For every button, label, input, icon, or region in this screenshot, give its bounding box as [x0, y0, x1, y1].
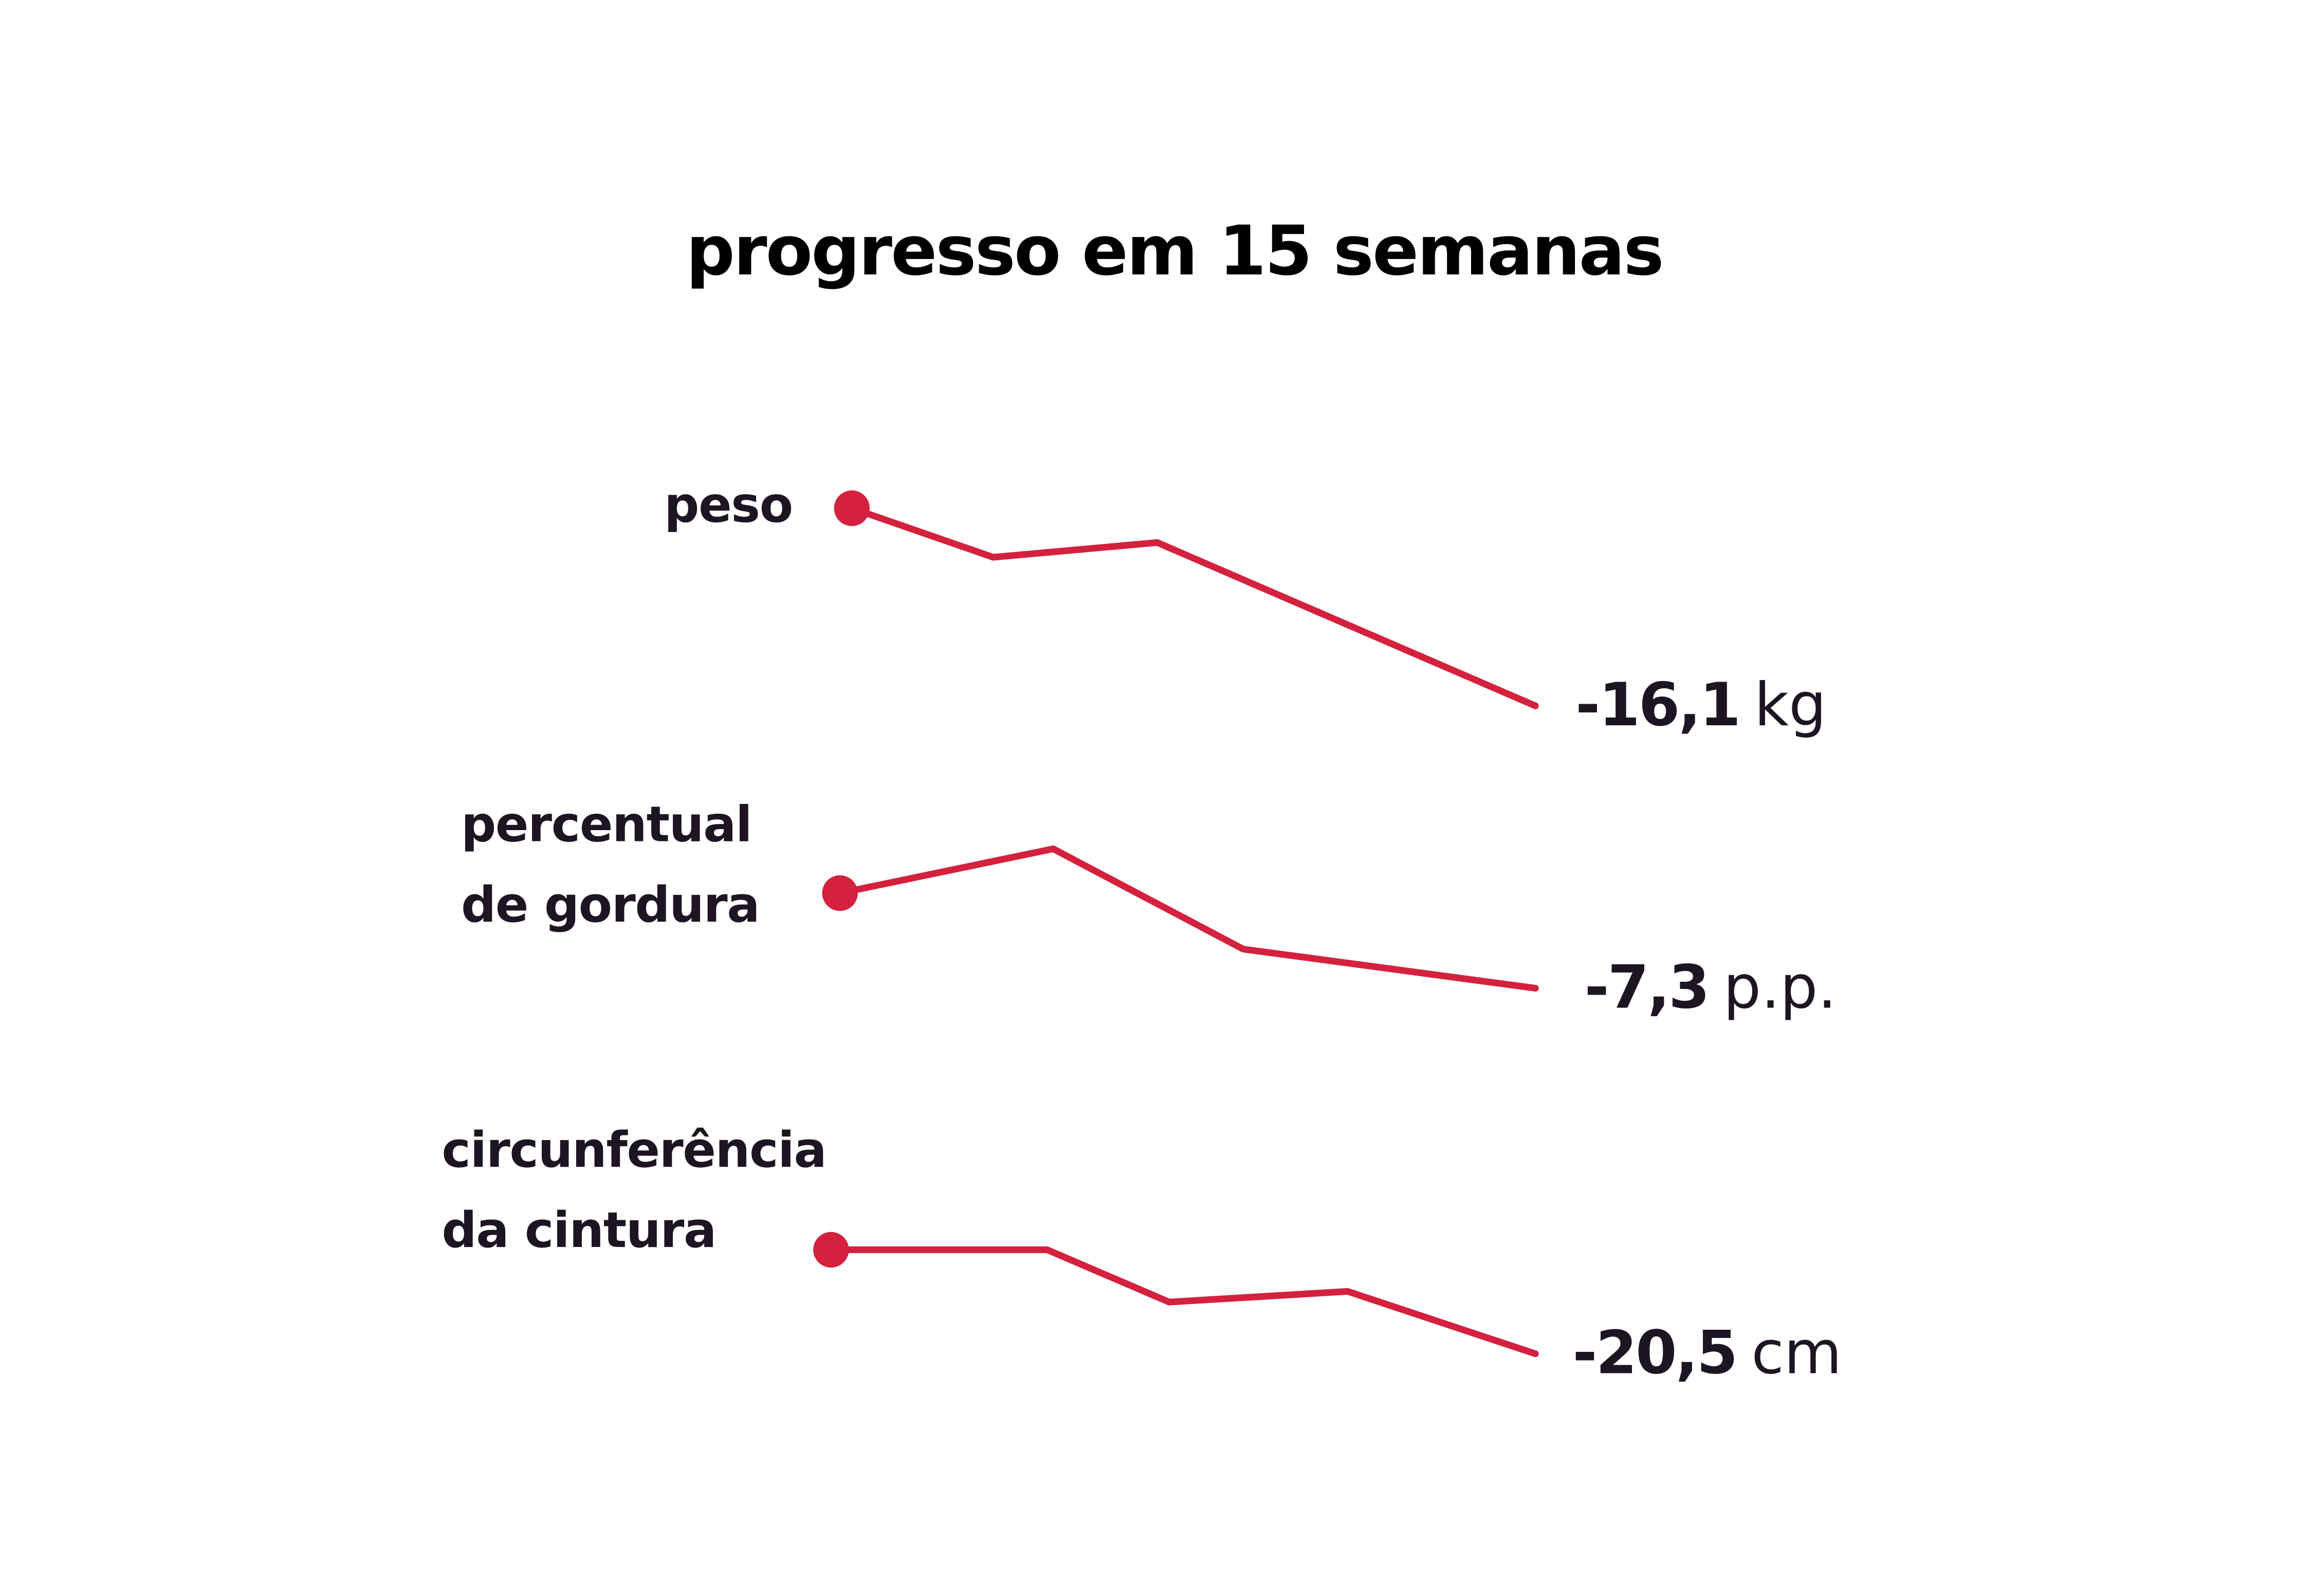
change-unit: cm: [1751, 1318, 1842, 1387]
change-unit: p.p.: [1723, 953, 1837, 1022]
metric-label: circunferência: [442, 1122, 826, 1179]
metric-label: percentual: [461, 796, 751, 853]
change-number: -7,3: [1585, 953, 1709, 1022]
metric-label: peso: [664, 476, 793, 534]
change-number: -16,1: [1575, 671, 1739, 740]
trend-line: [848, 505, 1539, 709]
change-value: -7,3 p.p.: [1585, 953, 1837, 1022]
start-dot: [813, 1232, 849, 1268]
change-value: -16,1 kg: [1575, 671, 1826, 740]
title: progresso em 15 semanas: [686, 212, 1663, 291]
metric-label: de gordura: [461, 876, 759, 933]
change-unit: kg: [1754, 671, 1826, 740]
trend-line: [836, 845, 1539, 992]
metric-label: da cintura: [442, 1202, 715, 1259]
trend-line: [828, 1246, 1539, 1357]
start-dot: [834, 490, 870, 526]
start-dot: [822, 875, 858, 911]
change-value: -20,5 cm: [1572, 1318, 1842, 1387]
change-number: -20,5: [1572, 1318, 1736, 1387]
